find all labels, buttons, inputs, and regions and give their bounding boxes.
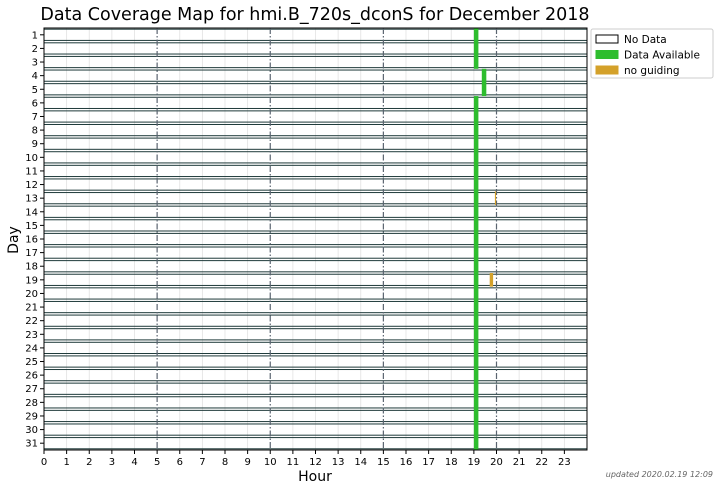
x-tick-label-10: 10 (264, 457, 277, 468)
x-tick-label-22: 22 (535, 457, 548, 468)
y-tick-label-26: 26 (25, 371, 38, 382)
y-tick-label-6: 6 (32, 98, 38, 109)
x-tick-label-12: 12 (309, 457, 322, 468)
y-tick-label-10: 10 (25, 153, 38, 164)
x-tick-label-19: 19 (468, 457, 481, 468)
x-tick-label-7: 7 (199, 457, 205, 468)
y-tick-label-22: 22 (25, 316, 38, 327)
y-tick-label-3: 3 (32, 58, 38, 69)
x-tick-label-8: 8 (222, 457, 228, 468)
y-tick-label-31: 31 (25, 439, 38, 450)
legend-label-no-guiding: no guiding (624, 65, 680, 77)
x-tick-label-6: 6 (177, 457, 183, 468)
y-tick-label-25: 25 (25, 357, 38, 368)
y-tick-label-15: 15 (25, 221, 38, 232)
x-tick-label-9: 9 (244, 457, 250, 468)
legend-swatch-no-guiding (595, 65, 619, 75)
interval-no-guiding-2 (489, 273, 494, 287)
y-tick-label-8: 8 (32, 126, 38, 137)
y-tick-label-16: 16 (25, 235, 38, 246)
y-tick-label-30: 30 (25, 425, 38, 436)
x-tick-label-21: 21 (513, 457, 526, 468)
y-tick-label-2: 2 (32, 44, 38, 55)
x-tick-label-17: 17 (422, 457, 435, 468)
y-tick-label-11: 11 (25, 166, 38, 177)
y-tick-label-5: 5 (32, 85, 38, 96)
chart-title: Data Coverage Map for hmi.B_720s_dconS f… (40, 5, 589, 25)
legend-swatch-no-data (595, 34, 619, 44)
x-tick-label-1: 1 (63, 457, 69, 468)
y-tick-label-20: 20 (25, 289, 38, 300)
y-tick-label-24: 24 (25, 343, 38, 354)
y-tick-label-18: 18 (25, 262, 38, 273)
y-tick-label-17: 17 (25, 248, 38, 259)
interval-no-guiding-1 (494, 191, 497, 205)
plot-area: 0 1 2 3 4 5 6 7 8 9 10 11 12 13 14 15 16 17 18 19 20 21 22 2312… (25, 27, 588, 468)
y-tick-label-9: 9 (32, 139, 38, 150)
x-tick-label-15: 15 (377, 457, 390, 468)
x-tick-label-23: 23 (558, 457, 571, 468)
interval-data-available-1 (473, 28, 479, 69)
x-tick-label-5: 5 (154, 457, 160, 468)
y-tick-label-19: 19 (25, 275, 38, 286)
legend-label-data-available: Data Available (624, 50, 700, 62)
legend-box (590, 28, 714, 79)
y-tick-label-21: 21 (25, 303, 38, 314)
x-tick-label-4: 4 (131, 457, 137, 468)
y-tick-label-28: 28 (25, 398, 38, 409)
y-tick-label-14: 14 (25, 207, 38, 218)
y-tick-label-4: 4 (32, 71, 38, 82)
interval-data-available-2 (481, 68, 487, 97)
interval-data-available-3 (473, 96, 479, 450)
legend-swatch-data-available (595, 50, 619, 59)
legend-label-no-data: No Data (624, 34, 667, 46)
x-tick-label-18: 18 (445, 457, 458, 468)
x-axis-label: Hour (298, 469, 332, 485)
legend: No Data Data Available no guiding (590, 28, 714, 79)
x-tick-label-2: 2 (86, 457, 92, 468)
updated-timestamp: updated 2020.02.19 12:09 (606, 470, 713, 479)
x-tick-label-13: 13 (332, 457, 345, 468)
x-tick-label-3: 3 (109, 457, 115, 468)
y-tick-label-13: 13 (25, 194, 38, 205)
y-tick-label-1: 1 (32, 30, 38, 41)
y-tick-label-23: 23 (25, 330, 38, 341)
x-tick-label-14: 14 (354, 457, 367, 468)
y-tick-label-12: 12 (25, 180, 38, 191)
y-tick-label-27: 27 (25, 384, 38, 395)
x-tick-label-20: 20 (490, 457, 503, 468)
y-tick-label-29: 29 (25, 411, 38, 422)
y-tick-label-7: 7 (32, 112, 38, 123)
x-tick-label-0: 0 (41, 457, 47, 468)
x-tick-label-11: 11 (287, 457, 300, 468)
x-tick-label-16: 16 (400, 457, 413, 468)
y-axis-label: Day (6, 226, 22, 254)
